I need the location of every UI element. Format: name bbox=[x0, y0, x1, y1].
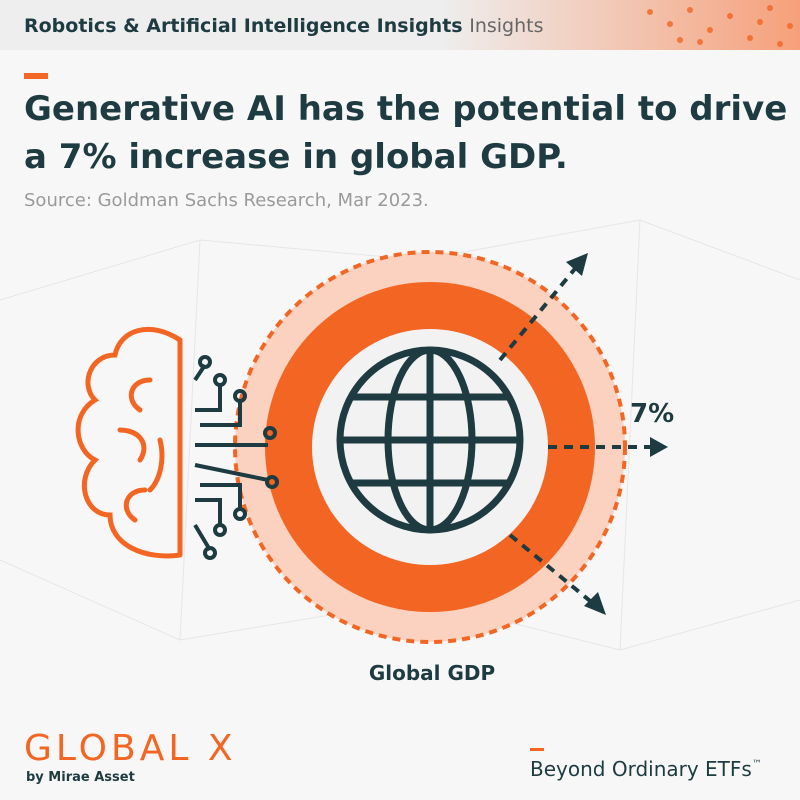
source: Source: Goldman Sachs Research, Mar 2023… bbox=[24, 190, 429, 211]
brain bbox=[75, 326, 183, 559]
tagline: Beyond Ordinary ETFs™ bbox=[530, 757, 762, 781]
header-suffix: Insights bbox=[469, 15, 543, 37]
accent-bar bbox=[24, 73, 48, 79]
globe bbox=[336, 346, 524, 534]
headline: a 7% increase in global GDP. bbox=[24, 137, 568, 177]
tagline-accent bbox=[530, 748, 544, 751]
header-title-text: Robotics & Artificial Intelligence Insig… bbox=[24, 15, 463, 37]
header-bar bbox=[0, 0, 800, 50]
byline: by Mirae Asset bbox=[26, 770, 135, 785]
gdp-graphic: 7% Global GDP bbox=[233, 250, 674, 685]
headline: Generative AI has the potential to drive bbox=[24, 89, 787, 129]
arrow-heads bbox=[566, 253, 668, 615]
circle-label: Global GDP bbox=[369, 661, 495, 685]
header-dots bbox=[647, 5, 793, 47]
header-title: Robotics & Artificial Intelligence Insig… bbox=[24, 15, 544, 37]
circuits bbox=[193, 355, 279, 560]
arrows bbox=[498, 263, 652, 607]
increase-label: 7% bbox=[630, 399, 674, 429]
trademark: ™ bbox=[752, 759, 762, 770]
logo: GLOBAL X bbox=[24, 728, 237, 769]
tagline-text: Beyond Ordinary ETFs bbox=[530, 757, 752, 781]
